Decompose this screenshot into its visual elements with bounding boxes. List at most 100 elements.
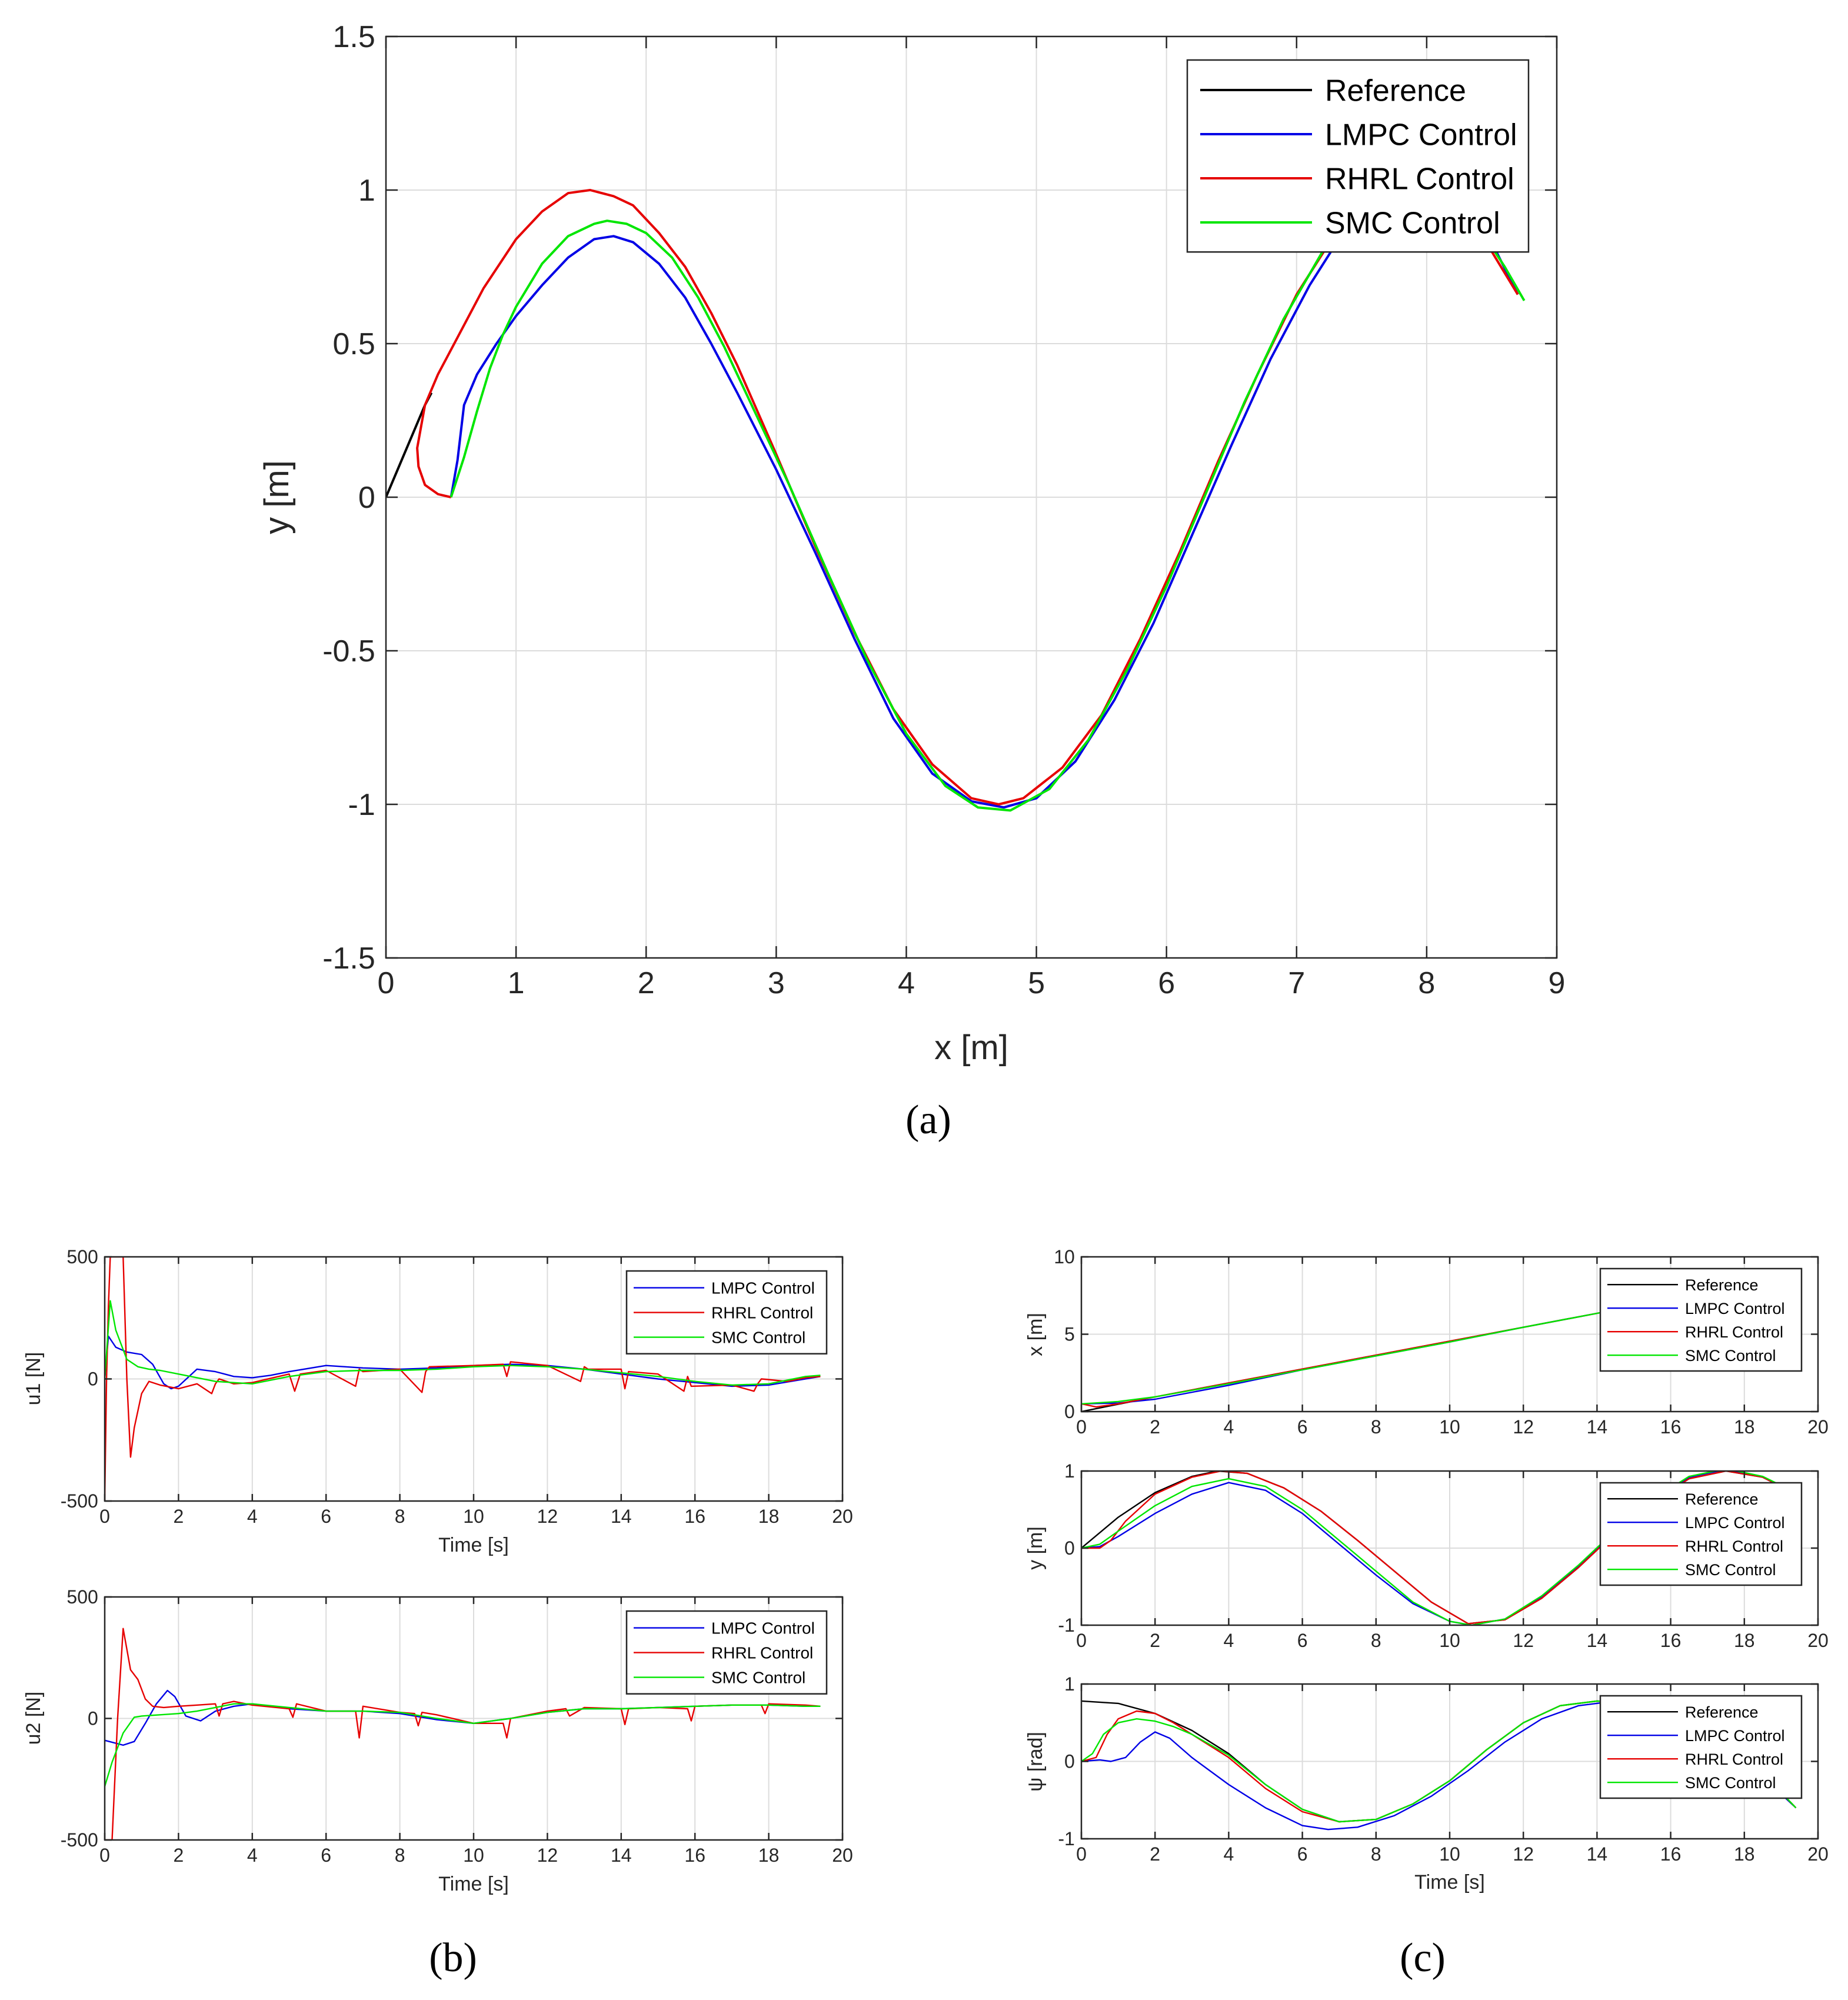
legend-entry-label: LMPC Control	[1685, 1300, 1785, 1317]
x-tick-label: 1	[508, 966, 525, 1000]
series-group-b1	[105, 1257, 821, 1501]
legend-entry-label: RHRL Control	[711, 1644, 813, 1662]
panel-label-a: (a)	[905, 1097, 951, 1143]
x-tick-label: 6	[1158, 966, 1175, 1000]
y-tick-label: 0	[1064, 1401, 1075, 1422]
y-tick-label: -1	[1058, 1615, 1074, 1636]
x-tick-label: 6	[1297, 1416, 1308, 1437]
y-tick-label: -500	[61, 1490, 98, 1512]
x-tick-label: 8	[395, 1506, 405, 1527]
legend-entry-label: LMPC Control	[1685, 1514, 1785, 1532]
legend-entry-label: SMC Control	[1685, 1347, 1776, 1365]
series-group-b2	[105, 1628, 821, 1840]
legend-entry-label: Reference	[1685, 1276, 1759, 1294]
legend-b1: LMPC Control RHRL Control SMC Control	[625, 1270, 828, 1355]
x-tick-label: 0	[1076, 1416, 1087, 1437]
y-tick-label: 0	[88, 1708, 98, 1729]
legend-entry-label: RHRL Control	[1325, 162, 1514, 197]
y-axis-label: x [m]	[1024, 1313, 1047, 1356]
y-tick-label: -1	[1058, 1828, 1074, 1849]
legend-entry-label: Reference	[1685, 1490, 1759, 1508]
x-tick-label: 8	[1371, 1843, 1381, 1865]
y-tick-label: 1.5	[333, 20, 375, 54]
y-tick-label: 0	[88, 1369, 98, 1390]
x-tick-label: 0	[1076, 1630, 1087, 1651]
y-tick-label: 1	[1064, 1673, 1075, 1695]
grid-b1	[105, 1257, 843, 1501]
x-tick-label: 16	[1660, 1630, 1681, 1651]
x-tick-label: 8	[1418, 966, 1435, 1000]
legend-entry-label: LMPC Control	[711, 1279, 815, 1297]
x-tick-label: 20	[832, 1845, 853, 1866]
legend-c3: Reference LMPC Control RHRL Control SMC Con…	[1599, 1695, 1803, 1799]
x-tick-label: 16	[1660, 1843, 1681, 1865]
legend-entry-label: SMC Control	[1685, 1561, 1776, 1579]
legend-entry-label: Reference	[1325, 74, 1466, 108]
legend-entry-label: RHRL Control	[711, 1304, 813, 1322]
legend-c2: Reference LMPC Control RHRL Control SMC Con…	[1599, 1482, 1803, 1586]
y-tick-label: -1.5	[322, 941, 375, 976]
x-tick-label: 9	[1549, 966, 1566, 1000]
x-tick-label: 18	[758, 1506, 780, 1527]
legend-entry-label: SMC Control	[1685, 1774, 1776, 1792]
x-tick-label: 6	[1297, 1630, 1308, 1651]
y-axis-label: y [m]	[258, 460, 296, 534]
y-tick-label: -500	[61, 1829, 98, 1851]
x-tick-label: 10	[463, 1845, 484, 1866]
x-axis-label: Time [s]	[1414, 1871, 1485, 1893]
x-tick-label: 0	[1076, 1843, 1087, 1865]
x-tick-label: 6	[321, 1845, 331, 1866]
x-tick-label: 5	[1028, 966, 1045, 1000]
x-tick-label: 12	[537, 1845, 558, 1866]
y-tick-label: 5	[1064, 1324, 1075, 1345]
y-tick-label: -0.5	[322, 634, 375, 668]
x-tick-label: 12	[1513, 1416, 1534, 1437]
series-line-rhrl-control	[105, 1628, 821, 1840]
x-tick-label: 8	[395, 1845, 405, 1866]
legend-box	[1599, 1482, 1803, 1586]
legend-c1: Reference LMPC Control RHRL Control SMC Con…	[1599, 1267, 1803, 1372]
panel-label-c: (c)	[1400, 1935, 1446, 1981]
y-tick-label: 0.5	[333, 327, 375, 361]
x-tick-label: 2	[174, 1506, 184, 1527]
legend-entry-label: SMC Control	[1325, 207, 1500, 241]
x-tick-label: 10	[1439, 1843, 1460, 1865]
y-axis-label: ψ [rad]	[1024, 1732, 1047, 1792]
x-tick-label: 12	[537, 1506, 558, 1527]
series-line-smc-control	[105, 1300, 821, 1386]
x-tick-label: 4	[1224, 1630, 1234, 1651]
panel-label-b: (b)	[429, 1935, 477, 1981]
chart-c1: 0 2 4 6 8 10 12 14 16 18 20 0 5 10 x [m] Reference LMPC …	[1024, 1246, 1829, 1437]
y-axis-label: u1 [N]	[22, 1352, 45, 1406]
x-tick-label: 18	[758, 1845, 780, 1866]
legend-entry-label: LMPC Control	[711, 1619, 815, 1638]
legend-entry-label: LMPC Control	[1325, 118, 1517, 152]
x-tick-label: 2	[174, 1845, 184, 1866]
x-tick-label: 12	[1513, 1630, 1534, 1651]
x-tick-label: 8	[1371, 1630, 1381, 1651]
y-tick-label: 0	[358, 481, 375, 515]
y-axis-label: y [m]	[1024, 1526, 1047, 1570]
x-axis-label: Time [s]	[438, 1534, 509, 1556]
y-axis-label: u2 [N]	[22, 1692, 45, 1745]
legend-entry-label: RHRL Control	[1685, 1751, 1783, 1768]
x-tick-label: 20	[1807, 1630, 1829, 1651]
x-tick-label: 6	[321, 1506, 331, 1527]
x-tick-label: 2	[1150, 1416, 1160, 1437]
x-tick-label: 10	[463, 1506, 484, 1527]
legend-entry-label: Reference	[1685, 1703, 1759, 1721]
legend-a: Reference LMPC Control RHRL Control SMC Con…	[1186, 59, 1530, 253]
x-tick-label: 20	[1807, 1416, 1829, 1437]
legend-box	[1599, 1695, 1803, 1799]
legend-box	[1599, 1267, 1803, 1372]
legend-entry-label: LMPC Control	[1685, 1727, 1785, 1745]
x-tick-label: 2	[1150, 1843, 1160, 1865]
x-tick-label: 20	[832, 1506, 853, 1527]
legend-box	[1186, 59, 1530, 253]
series-line-smc-control	[105, 1703, 821, 1787]
legend-entry-label: RHRL Control	[1685, 1538, 1783, 1555]
x-tick-label: 0	[378, 966, 395, 1000]
y-tick-label: 0	[1064, 1751, 1075, 1772]
